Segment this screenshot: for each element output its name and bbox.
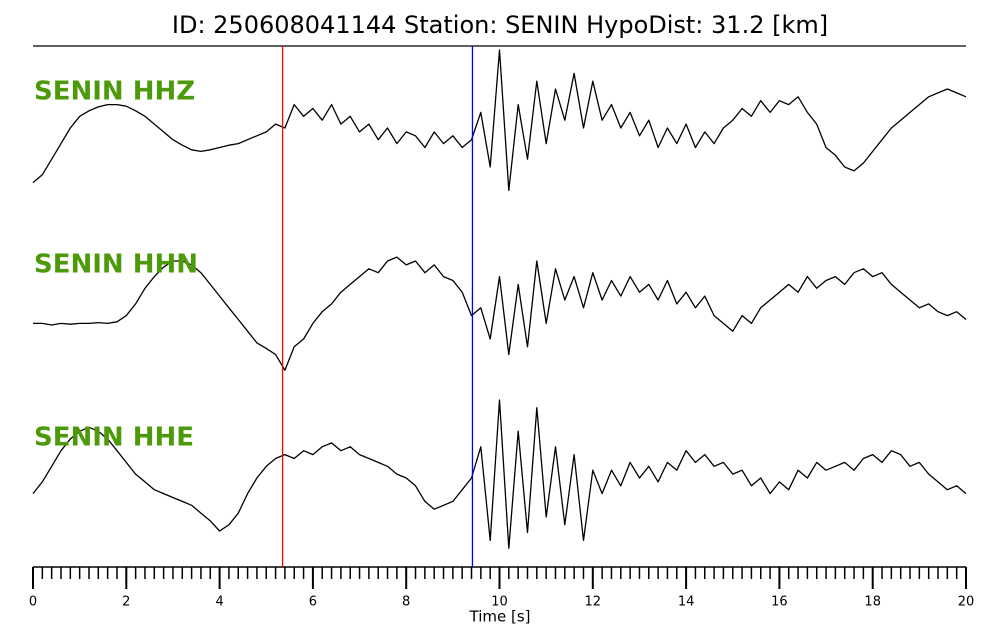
x-tick-label: 8 bbox=[402, 595, 410, 610]
trace-name: SENIN HHE bbox=[34, 423, 194, 453]
waveform bbox=[32, 399, 967, 549]
x-tick-label: 18 bbox=[864, 595, 881, 610]
x-tick-label: 10 bbox=[491, 595, 508, 610]
waveform bbox=[33, 256, 967, 371]
trace-name: SENIN HHN bbox=[34, 250, 198, 280]
x-tick-label: 6 bbox=[309, 595, 317, 610]
trace-name: SENIN HHZ bbox=[34, 77, 195, 107]
x-tick-label: 2 bbox=[122, 595, 130, 610]
waveform bbox=[32, 49, 967, 192]
x-tick-label: 4 bbox=[215, 595, 223, 610]
x-tick-label: 0 bbox=[29, 595, 37, 610]
chart-title: ID: 250608041144 Station: SENIN HypoDist… bbox=[172, 11, 828, 39]
x-tick-label: 12 bbox=[585, 595, 602, 610]
x-axis-label: Time [s] bbox=[469, 608, 531, 626]
x-tick-label: 14 bbox=[678, 595, 695, 610]
x-tick-label: 20 bbox=[958, 595, 975, 610]
x-tick-label: 16 bbox=[771, 595, 788, 610]
